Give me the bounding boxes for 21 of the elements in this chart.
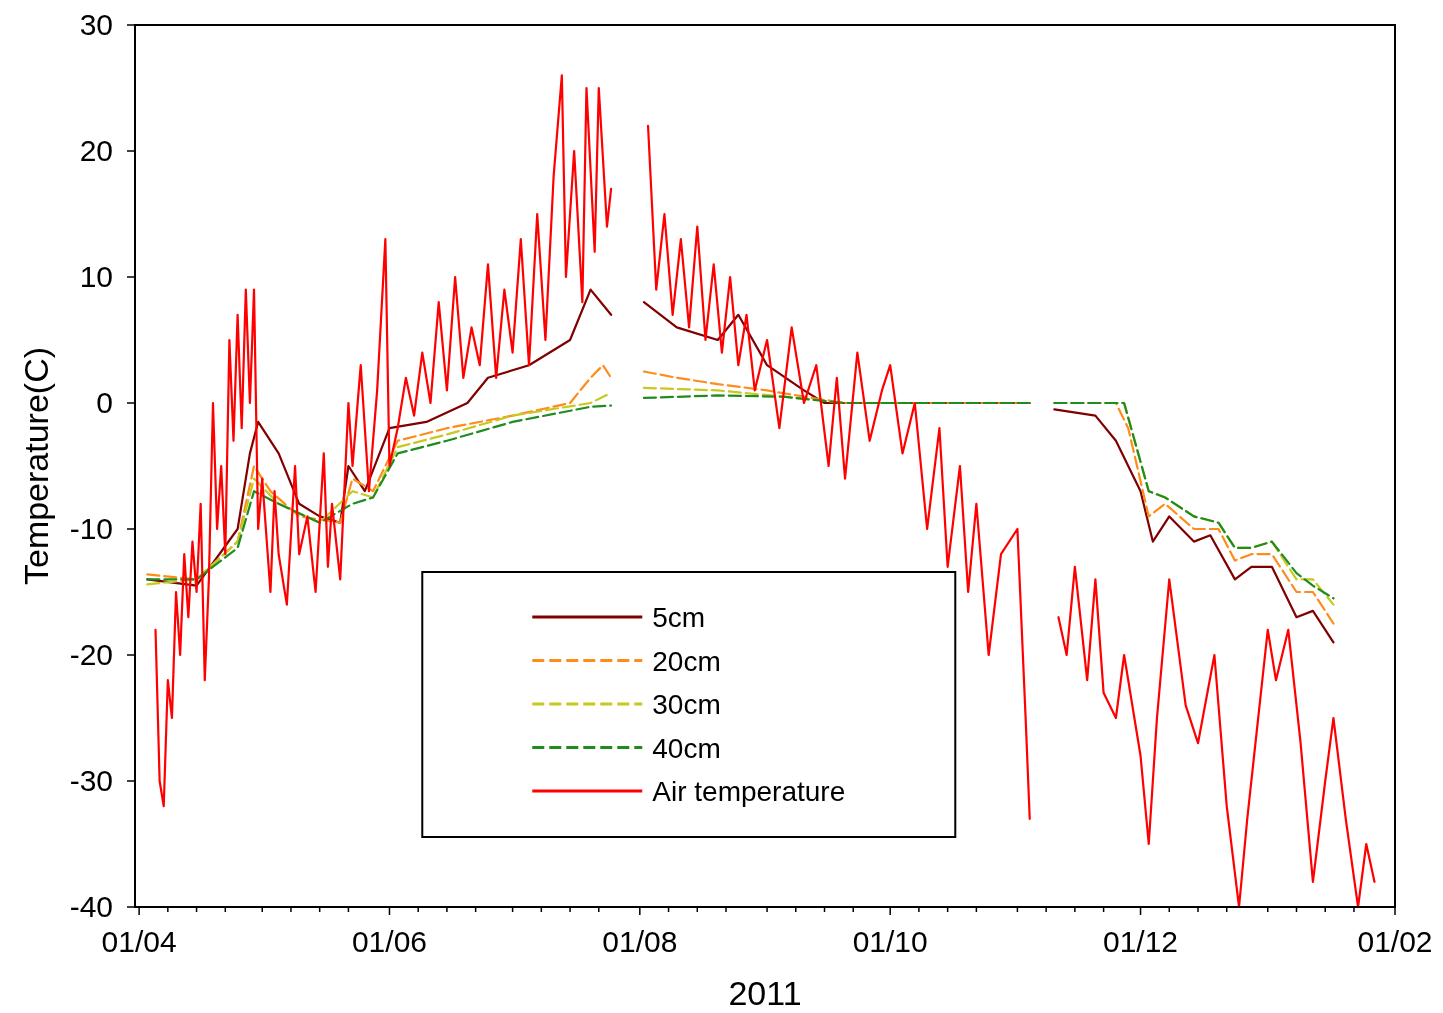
x-tick-label: 01/08 (602, 925, 678, 958)
y-tick-label: -10 (69, 512, 113, 545)
legend-label: 5cm (652, 602, 706, 633)
legend-label: 30cm (652, 689, 721, 720)
x-tick-label: 01/04 (101, 925, 177, 958)
y-tick-label: -30 (69, 764, 113, 797)
y-axis-title: Temperature(C) (17, 346, 55, 586)
x-tick-label: 01/12 (1103, 925, 1179, 958)
y-tick-label: 30 (79, 8, 113, 41)
legend-label: 20cm (652, 645, 721, 677)
y-tick-label: -40 (69, 890, 113, 923)
x-axis-title: 2011 (728, 974, 802, 1012)
legend-label: 40cm (652, 732, 721, 764)
x-tick-label: 01/06 (351, 925, 427, 958)
y-tick-label: 10 (79, 260, 113, 293)
y-tick-label: 0 (96, 386, 113, 419)
y-tick-label: -20 (69, 638, 113, 671)
y-tick-label: 20 (79, 134, 113, 167)
legend-label: Air temperature (652, 776, 846, 807)
x-tick-label: 01/02 (1357, 925, 1433, 958)
x-tick-label: 01/10 (852, 925, 928, 958)
